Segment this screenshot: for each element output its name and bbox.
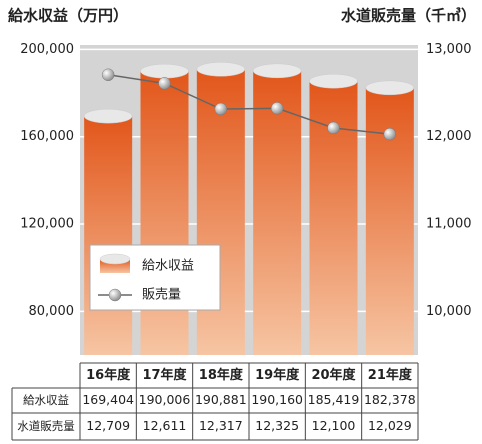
y-tick-label: 200,000 <box>20 42 74 57</box>
y2-tick-label: 11,000 <box>426 217 472 232</box>
line-marker <box>383 127 397 141</box>
line <box>108 74 390 135</box>
x-tick-label: 21年度 <box>368 367 413 383</box>
table-cell: 190,881 <box>195 392 247 407</box>
legend-label: 販売量 <box>142 287 181 303</box>
bar-cap <box>196 62 246 77</box>
legend-swatch-marker <box>108 288 122 302</box>
y-tick-label: 160,000 <box>20 129 74 144</box>
x-tick-label: 19年度 <box>255 367 300 383</box>
bar-body <box>253 70 302 355</box>
bar-cap <box>365 80 415 96</box>
table-cell: 12,100 <box>312 418 356 433</box>
table-cell: 185,419 <box>308 392 360 407</box>
bar-cap <box>252 63 302 79</box>
table-row-label: 給水収益 <box>23 393 69 407</box>
line-marker <box>158 77 171 90</box>
x-tick-label: 17年度 <box>142 367 187 383</box>
y-tick-label: 80,000 <box>29 304 75 319</box>
table-cell: 12,029 <box>368 418 412 433</box>
line-marker <box>327 121 340 135</box>
bar-cap <box>83 108 133 124</box>
table-row-label: 水道販売量 <box>17 419 75 433</box>
x-tick-label: 16年度 <box>86 367 131 383</box>
y2-tick-label: 12,000 <box>426 129 472 144</box>
line-marker <box>101 68 115 82</box>
bar <box>140 63 189 355</box>
x-tick-label: 18年度 <box>199 367 244 383</box>
line-marker <box>214 102 228 116</box>
y2-tick-label: 13,000 <box>426 42 472 57</box>
table-cell: 12,317 <box>199 418 243 433</box>
bar-cap <box>140 63 189 79</box>
line-marker <box>270 102 284 115</box>
table-cell: 182,378 <box>364 392 416 407</box>
bar-body <box>140 71 189 355</box>
table-cell: 12,709 <box>86 418 130 433</box>
bar <box>309 73 358 355</box>
table-cell: 12,325 <box>255 418 299 433</box>
table-cell: 190,160 <box>251 392 303 407</box>
y2-axis-label: 水道販売量（千㎥） <box>341 7 476 25</box>
y2-tick-label: 10,000 <box>426 304 472 319</box>
y-tick-label: 120,000 <box>20 217 74 232</box>
legend-label: 給水収益 <box>142 259 194 274</box>
table-cell: 169,404 <box>82 392 134 407</box>
bar-cap <box>309 73 358 89</box>
bar-body <box>84 116 133 355</box>
x-tick-label: 20年度 <box>311 367 356 383</box>
table-cell: 190,006 <box>139 392 191 407</box>
bar <box>83 108 133 355</box>
legend-swatch-cap <box>99 253 131 265</box>
bar <box>252 63 302 355</box>
bar <box>365 80 415 355</box>
table-cell: 12,611 <box>143 418 187 433</box>
y-axis-label: 給水収益（万円） <box>8 7 128 25</box>
